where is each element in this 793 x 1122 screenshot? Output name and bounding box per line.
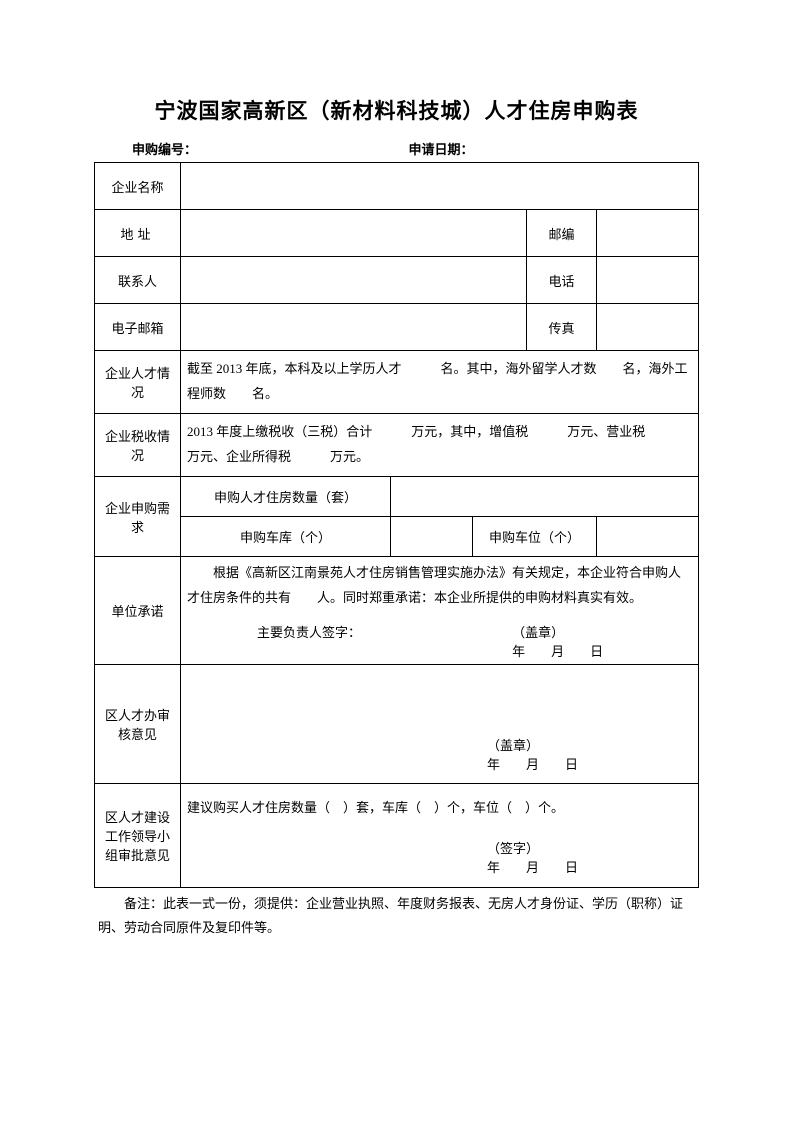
- talent-label: 企业人才情况: [95, 351, 181, 414]
- company-name-label: 企业名称: [95, 163, 181, 210]
- email-label: 电子邮箱: [95, 304, 181, 351]
- notes: 备注：此表一式一份，须提供：企业营业执照、年度财务报表、无房人才身份证、学历（职…: [94, 892, 699, 939]
- tax-label: 企业税收情况: [95, 414, 181, 477]
- fax-value[interactable]: [597, 304, 699, 351]
- talent-text[interactable]: 截至 2013 年底，本科及以上学历人才 名。其中，海外留学人才数 名，海外工程…: [181, 351, 699, 414]
- review-date-label: 年 月 日: [487, 754, 692, 773]
- housing-qty-label: 申购人才住房数量（套）: [181, 477, 391, 517]
- review-seal-label: （盖章）: [487, 735, 692, 754]
- responsible-signature-label: 主要负责人签字：: [187, 622, 512, 660]
- contact-value[interactable]: [181, 257, 527, 304]
- postcode-value[interactable]: [597, 210, 699, 257]
- address-label: 地址: [95, 210, 181, 257]
- postcode-label: 邮编: [527, 210, 597, 257]
- approval-label: 区人才建设工作领导小组审批意见: [95, 784, 181, 888]
- garage-qty-label: 申购车库（个）: [181, 517, 391, 557]
- application-form-table: 企业名称 地址 邮编 联系人 电话 电子邮箱 传真 企业人才情况 截至 2013…: [94, 162, 699, 888]
- address-value[interactable]: [181, 210, 527, 257]
- phone-value[interactable]: [597, 257, 699, 304]
- approval-cell[interactable]: 建议购买人才住房数量（ ）套，车库（ ）个，车位（ ）个。 （签字） 年 月 日: [181, 784, 699, 888]
- date-label: 年 月 日: [512, 641, 692, 660]
- review-cell[interactable]: （盖章） 年 月 日: [181, 665, 699, 784]
- contact-label: 联系人: [95, 257, 181, 304]
- approval-text: 建议购买人才住房数量（ ）套，车库（ ）个，车位（ ）个。: [187, 796, 692, 821]
- approval-date-label: 年 月 日: [487, 857, 692, 876]
- parking-qty-label: 申购车位（个）: [473, 517, 597, 557]
- demand-label: 企业申购需求: [95, 477, 181, 557]
- tax-text[interactable]: 2013 年度上缴税收（三税）合计 万元，其中，增值税 万元、营业税 万元、企业…: [181, 414, 699, 477]
- commitment-text: 根据《高新区江南景苑人才住房销售管理实施办法》有关规定，本企业符合申购人才住房条…: [187, 561, 692, 610]
- seal-label: （盖章）: [512, 622, 692, 641]
- housing-qty-value[interactable]: [391, 477, 699, 517]
- garage-qty-value[interactable]: [391, 517, 473, 557]
- email-value[interactable]: [181, 304, 527, 351]
- commitment-cell[interactable]: 根据《高新区江南景苑人才住房销售管理实施办法》有关规定，本企业符合申购人才住房条…: [181, 557, 699, 665]
- company-name-value[interactable]: [181, 163, 699, 210]
- header-row: 申购编号： 申请日期：: [94, 139, 699, 158]
- phone-label: 电话: [527, 257, 597, 304]
- approval-signature-label: （签字）: [487, 838, 692, 857]
- purchase-number-label: 申购编号：: [96, 139, 409, 158]
- review-label: 区人才办审核意见: [95, 665, 181, 784]
- parking-qty-value[interactable]: [597, 517, 699, 557]
- apply-date-label: 申请日期：: [409, 139, 697, 158]
- fax-label: 传真: [527, 304, 597, 351]
- form-title: 宁波国家高新区（新材料科技城）人才住房申购表: [94, 95, 699, 125]
- commitment-label: 单位承诺: [95, 557, 181, 665]
